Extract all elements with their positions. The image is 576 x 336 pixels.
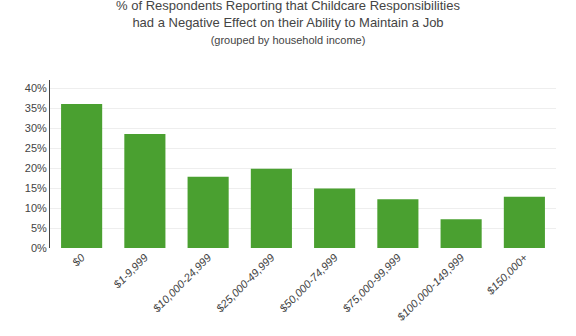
svg-text:5%: 5% — [31, 222, 47, 234]
svg-text:25%: 25% — [25, 142, 47, 154]
svg-text:10%: 10% — [25, 202, 47, 214]
svg-text:$10,000-24,999: $10,000-24,999 — [150, 251, 214, 315]
svg-text:$50,000-74,999: $50,000-74,999 — [276, 251, 340, 315]
svg-text:$100,000-149,999: $100,000-149,999 — [394, 251, 466, 323]
svg-text:0%: 0% — [31, 242, 47, 254]
svg-text:$1-9,999: $1-9,999 — [110, 251, 150, 291]
svg-text:$150,000+: $150,000+ — [484, 251, 531, 298]
svg-text:$75,000-99,999: $75,000-99,999 — [339, 251, 403, 315]
svg-text:$25,000-49,999: $25,000-49,999 — [213, 251, 277, 315]
svg-text:$0: $0 — [69, 251, 87, 269]
svg-text:35%: 35% — [25, 102, 47, 114]
svg-text:20%: 20% — [25, 162, 47, 174]
svg-text:15%: 15% — [25, 182, 47, 194]
svg-text:40%: 40% — [25, 82, 47, 94]
svg-text:% of Respondents Reporting tha: % of Respondents Reporting that Childcar… — [116, 0, 460, 46]
svg-text:30%: 30% — [25, 122, 47, 134]
